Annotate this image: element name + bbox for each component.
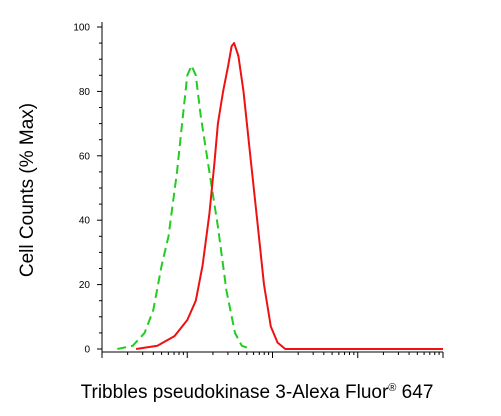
y-tick-label: 20	[79, 280, 91, 291]
series-line-2	[135, 42, 443, 350]
plot-frame	[101, 22, 443, 353]
series-layer	[117, 42, 443, 350]
y-tick-label: 40	[79, 216, 91, 227]
y-axis-title: Cell Counts (% Max)	[17, 103, 38, 277]
x-ticks	[101, 352, 444, 358]
y-tick-label: 60	[79, 151, 91, 162]
x-axis-title-suffix: 647	[396, 382, 433, 403]
x-axis-title-main: Tribbles pseudokinase 3-Alexa Fluor	[81, 382, 389, 403]
y-ticks: 0 20 40 60 80 100	[73, 23, 102, 356]
x-axis-title: Tribbles pseudokinase 3-Alexa Fluor® 647	[81, 382, 434, 403]
y-tick-label: 100	[73, 23, 90, 34]
y-tick-label: 80	[79, 87, 91, 98]
x-axis-title-superscript: ®	[388, 382, 396, 394]
series-line-1	[117, 64, 252, 350]
y-tick-label: 0	[84, 345, 90, 356]
